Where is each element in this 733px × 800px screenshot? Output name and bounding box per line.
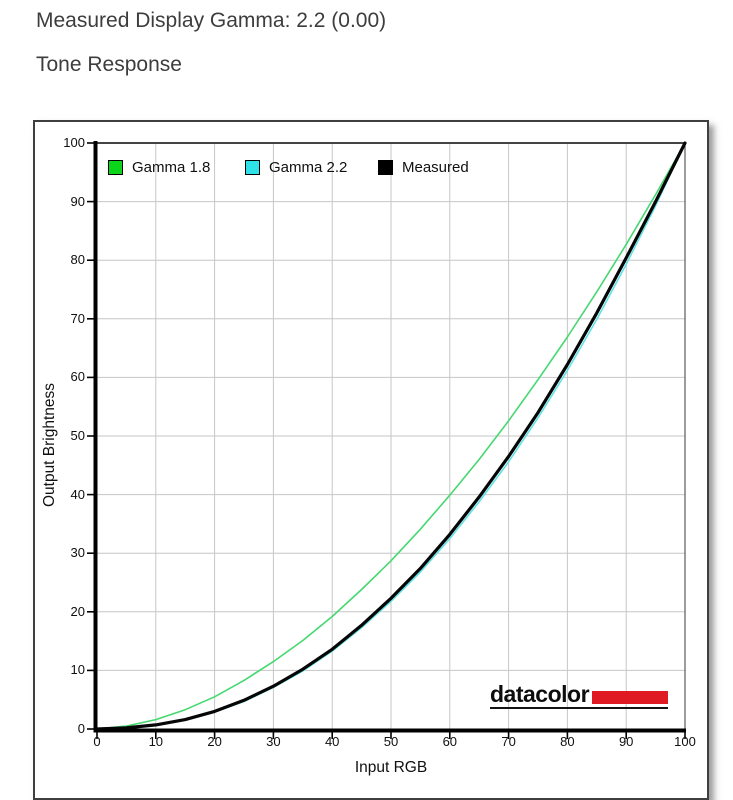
legend-item-gamma-2-2: Gamma 2.2 bbox=[245, 159, 347, 176]
section-title-tone-response: Tone Response bbox=[36, 53, 182, 76]
y-tick-label: 50 bbox=[70, 428, 85, 443]
legend-label: Gamma 2.2 bbox=[269, 159, 348, 176]
datacolor-logo-text: datacolor bbox=[490, 681, 590, 707]
y-tick-label: 30 bbox=[70, 545, 85, 561]
y-tick-label: 20 bbox=[70, 603, 85, 619]
x-tick-label: 100 bbox=[674, 734, 696, 749]
y-tick-label: 100 bbox=[63, 135, 85, 150]
x-tick-label: 20 bbox=[207, 734, 222, 749]
datacolor-logo: datacolor bbox=[490, 681, 669, 709]
legend-swatch bbox=[108, 160, 123, 175]
x-tick-label: 90 bbox=[618, 734, 634, 749]
legend-swatch bbox=[378, 160, 393, 175]
y-tick-label: 70 bbox=[70, 310, 85, 326]
y-tick-label: 60 bbox=[70, 369, 85, 385]
y-tick-label: 90 bbox=[70, 193, 85, 209]
x-tick-label: 50 bbox=[383, 734, 399, 749]
plot-canvas bbox=[87, 141, 687, 739]
measured-gamma-text: Measured Display Gamma: 2.2 (0.00) bbox=[36, 9, 387, 32]
y-tick-label: 80 bbox=[70, 252, 85, 268]
x-tick-label: 60 bbox=[442, 734, 458, 749]
legend-label: Measured bbox=[402, 159, 469, 176]
legend-item-measured: Measured bbox=[378, 159, 469, 176]
y-axis-title: Output Brightness bbox=[41, 382, 58, 508]
x-tick-label: 70 bbox=[501, 734, 516, 749]
chart-legend: Gamma 1.8 Gamma 2.2 Measured bbox=[35, 159, 707, 177]
legend-label: Gamma 1.8 bbox=[132, 159, 211, 176]
x-tick-label: 80 bbox=[560, 734, 575, 749]
tone-response-chart: 0 10 20 30 40 50 60 70 80 90 100 0 10 20 30 40 50 60 70 80… bbox=[33, 120, 709, 800]
series-line-measured bbox=[95, 141, 687, 731]
y-tick-label: 10 bbox=[70, 662, 85, 678]
x-axis-title: Input RGB bbox=[354, 759, 428, 776]
y-tick-label: 40 bbox=[70, 486, 85, 502]
x-tick-label: 0 bbox=[93, 734, 101, 749]
x-tick-label: 30 bbox=[266, 734, 281, 749]
series-line-gamma-1-8 bbox=[96, 142, 686, 730]
y-tick-label: 0 bbox=[77, 721, 85, 736]
datacolor-logo-red-bar bbox=[592, 691, 669, 704]
legend-item-gamma-1-8: Gamma 1.8 bbox=[108, 159, 210, 176]
x-tick-label: 40 bbox=[324, 734, 340, 749]
x-tick-label: 10 bbox=[148, 734, 164, 749]
legend-swatch bbox=[245, 160, 260, 175]
